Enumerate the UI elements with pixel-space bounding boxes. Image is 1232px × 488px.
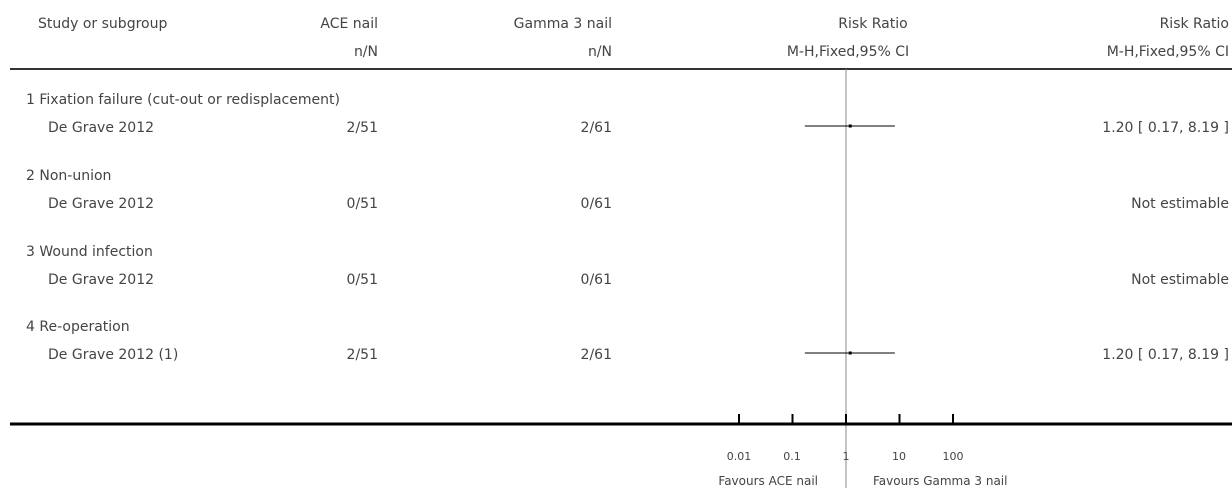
subgroup-label-1: 1 Fixation failure (cut-out or redisplac… — [26, 92, 340, 108]
study-name: De Grave 2012 — [48, 120, 154, 136]
subgroup-label-2: 2 Non-union — [26, 168, 111, 184]
header-plot: Risk Ratio — [838, 16, 907, 32]
header-study: Study or subgroup — [38, 16, 167, 32]
group2-events: 0/61 — [581, 272, 612, 288]
point-estimate — [849, 352, 852, 355]
favours-right-label: Favours Gamma 3 nail — [873, 474, 1007, 488]
group2-events: 2/61 — [581, 347, 612, 363]
subgroup-label-4: 4 Re-operation — [26, 319, 130, 335]
effect-estimate-text: Not estimable — [1131, 272, 1229, 288]
header-effect-sub: M-H,Fixed,95% CI — [1107, 44, 1229, 60]
study-name: De Grave 2012 — [48, 272, 154, 288]
axis-tick-label-10: 10 — [892, 450, 906, 463]
favours-left-label: Favours ACE nail — [718, 474, 818, 488]
study-name: De Grave 2012 (1) — [48, 347, 178, 363]
group1-events: 2/51 — [347, 120, 378, 136]
header-effect: Risk Ratio — [1160, 16, 1229, 32]
header-group1-sub: n/N — [354, 44, 378, 60]
group1-events: 0/51 — [347, 272, 378, 288]
header-group1: ACE nail — [320, 16, 378, 32]
group2-events: 2/61 — [581, 120, 612, 136]
group2-events: 0/61 — [581, 196, 612, 212]
subgroup-label-3: 3 Wound infection — [26, 244, 153, 260]
header-plot-sub: M-H,Fixed,95% CI — [787, 44, 909, 60]
effect-estimate-text: Not estimable — [1131, 196, 1229, 212]
group1-events: 0/51 — [347, 196, 378, 212]
axis-tick-label-1: 1 — [843, 450, 850, 463]
point-estimate — [849, 125, 852, 128]
header-group2-sub: n/N — [588, 44, 612, 60]
study-name: De Grave 2012 — [48, 196, 154, 212]
header-group2: Gamma 3 nail — [514, 16, 612, 32]
axis-tick-label-0.01: 0.01 — [727, 450, 752, 463]
effect-estimate-text: 1.20 [ 0.17, 8.19 ] — [1102, 120, 1229, 136]
group1-events: 2/51 — [347, 347, 378, 363]
effect-estimate-text: 1.20 [ 0.17, 8.19 ] — [1102, 347, 1229, 363]
axis-tick-label-0.1: 0.1 — [783, 450, 801, 463]
axis-tick-label-100: 100 — [943, 450, 964, 463]
